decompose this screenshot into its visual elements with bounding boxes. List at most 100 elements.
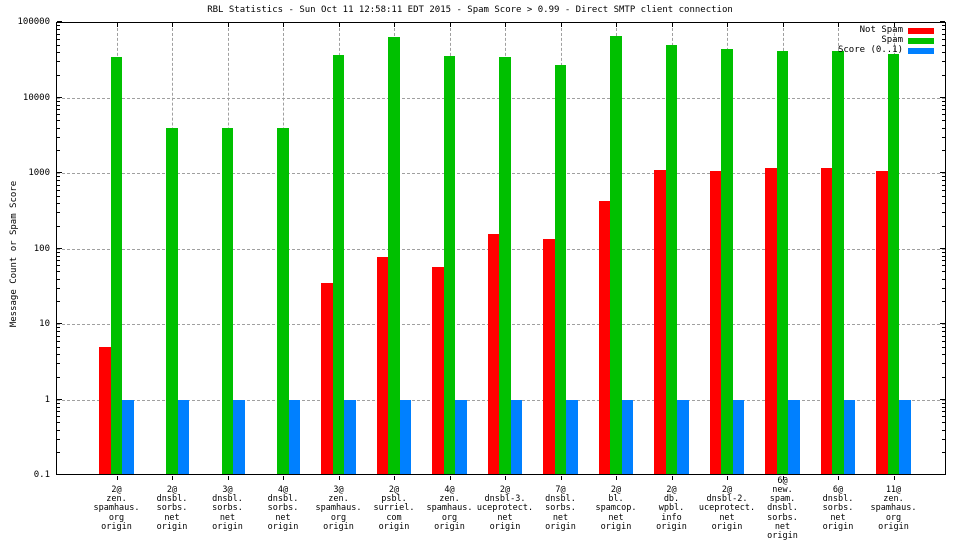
y-minor-tick (942, 61, 945, 63)
x-category-line: 6@ (832, 485, 844, 495)
x-category-line: net (774, 521, 791, 532)
bar-not-spam (598, 201, 611, 475)
x-tick (227, 476, 229, 480)
y-tick-label: 10000 (22, 92, 50, 103)
y-minor-tick (57, 406, 60, 408)
y-minor-tick (57, 52, 60, 54)
x-category-line: origin (822, 521, 854, 532)
x-category-line: net (608, 512, 624, 523)
y-minor-tick (942, 340, 945, 342)
x-category-label: 2@ dnsbl-3. uceprotect. net origin (470, 485, 540, 532)
x-category-line: net (497, 512, 513, 523)
y-minor-tick (942, 301, 945, 303)
y-minor-tick (57, 104, 60, 106)
y-minor-tick (942, 251, 945, 253)
y-tick (940, 247, 945, 249)
y-minor-tick (57, 438, 60, 440)
x-category-label: 4@ dnsbl. sorbs. net origin (248, 485, 318, 532)
y-minor-tick (942, 120, 945, 122)
bar-spam (610, 35, 622, 475)
x-category-line: 4@ (277, 485, 289, 495)
y-minor-tick (57, 327, 60, 329)
bar-spam (665, 44, 678, 475)
y-minor-tick (57, 150, 60, 152)
y-tick-label: 100000 (17, 17, 50, 27)
y-minor-tick (57, 176, 60, 178)
y-tick (940, 172, 945, 173)
x-category-label: 6@ dnsbl. sorbs. net origin (803, 485, 873, 532)
x-category-line: 6@ (777, 475, 788, 486)
y-minor-tick (942, 271, 945, 273)
y-minor-tick (942, 176, 945, 178)
y-tick (940, 398, 945, 400)
x-tick (671, 476, 673, 480)
x-category-line: origin (267, 521, 299, 532)
y-tick (940, 21, 945, 22)
x-tick (838, 476, 839, 480)
y-minor-tick (57, 38, 60, 40)
y-minor-tick (942, 184, 945, 186)
x-category-line: spamcop. (595, 503, 637, 514)
x-category-label: 2@ dnsbl. sorbs. net origin (137, 485, 207, 532)
x-category-line: surriel. (373, 503, 415, 514)
x-category-line: net (164, 512, 180, 523)
y-minor-tick (57, 340, 60, 342)
x-category-line: spamhaus. (315, 503, 362, 514)
y-minor-tick (57, 203, 60, 205)
x-category-line: origin (323, 521, 354, 532)
x-tick (116, 476, 118, 480)
y-minor-tick (942, 33, 945, 35)
y-minor-tick (942, 195, 945, 197)
bar-score-0-1 (732, 399, 745, 475)
y-minor-tick (57, 61, 60, 63)
y-minor-tick (57, 301, 60, 303)
x-tick (394, 23, 395, 27)
x-category-line: origin (600, 521, 632, 532)
y-minor-tick (942, 150, 945, 152)
x-category-line: 2@ (388, 485, 400, 495)
x-tick (449, 23, 451, 27)
y-minor-tick (57, 251, 60, 253)
bar-score-0-1 (510, 399, 523, 475)
y-minor-tick (57, 416, 60, 418)
legend-swatch-not-spam (908, 28, 934, 34)
y-tick (57, 21, 62, 22)
x-category-line: origin (101, 521, 132, 532)
y-minor-tick (57, 127, 60, 129)
x-category-label: 4@ zen. spamhaus. org origin (415, 485, 485, 532)
y-minor-tick (942, 104, 945, 106)
y-minor-tick (57, 354, 60, 356)
x-category-line: dnsbl. (822, 494, 854, 505)
x-category-line: sorbs. (545, 503, 576, 514)
bar-not-spam (876, 171, 888, 475)
bar-score-0-1 (677, 399, 689, 475)
x-category-line: uceprotect. (476, 503, 534, 514)
x-category-line: dnsbl-3. (484, 494, 526, 505)
x-category-line: sorbs. (822, 503, 854, 514)
x-category-line: org (330, 512, 347, 523)
bar-not-spam (654, 169, 666, 475)
y-minor-tick (57, 422, 60, 424)
y-minor-tick (942, 376, 945, 378)
y-minor-tick (57, 136, 60, 138)
x-category-label: 6@ new. spam. dnsbl. sorbs. net origin (748, 475, 818, 541)
x-tick (616, 23, 617, 27)
y-minor-tick (942, 265, 945, 267)
bar-score-0-1 (566, 399, 578, 475)
bar-spam (166, 128, 178, 475)
bar-score-0-1 (122, 399, 134, 475)
chart-title: RBL Statistics - Sun Oct 11 12:58:11 EDT… (207, 5, 733, 15)
x-category-line: origin (545, 521, 576, 532)
y-minor-tick (57, 429, 60, 431)
x-category-line: dnsbl. (267, 494, 299, 505)
y-minor-tick (942, 100, 945, 102)
x-category-line: spam. (769, 494, 796, 505)
y-minor-tick (942, 255, 945, 257)
bar-score-0-1 (177, 399, 190, 475)
x-category-line: dnsbl-2. (706, 494, 748, 505)
y-minor-tick (57, 120, 60, 122)
x-tick (283, 23, 284, 27)
x-category-label: 2@ db. wpbl. info origin (637, 485, 707, 532)
y-minor-tick (57, 25, 60, 27)
